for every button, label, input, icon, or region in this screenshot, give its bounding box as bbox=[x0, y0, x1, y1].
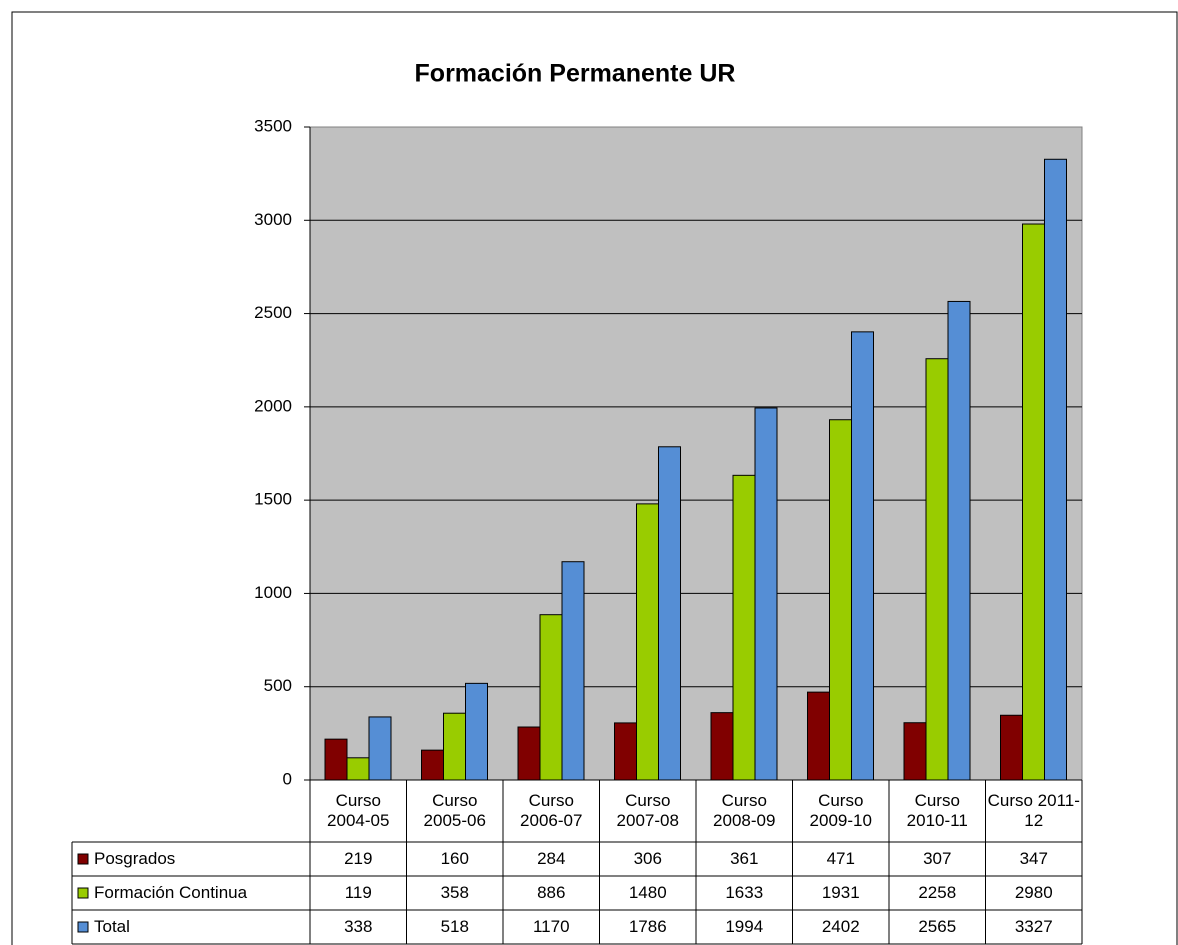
bar bbox=[829, 419, 852, 781]
bar bbox=[443, 712, 466, 781]
x-tick-label: Curso 2004-05 bbox=[327, 791, 390, 830]
x-tick-label: Curso 2009-10 bbox=[809, 791, 872, 830]
y-tick-label: 1000 bbox=[254, 583, 292, 602]
legend-label: Posgrados bbox=[94, 849, 176, 868]
table-value: 119 bbox=[344, 883, 372, 902]
legend-key bbox=[77, 887, 89, 899]
bar bbox=[368, 716, 392, 781]
table-value: 160 bbox=[440, 849, 469, 868]
table-value: 347 bbox=[1019, 849, 1048, 868]
bar bbox=[710, 712, 734, 781]
table-value: 2565 bbox=[918, 917, 957, 936]
table-value: 338 bbox=[344, 917, 373, 936]
bar bbox=[346, 757, 370, 781]
table-value: 307 bbox=[923, 849, 952, 868]
table-value: 2980 bbox=[1014, 883, 1053, 902]
legend-key bbox=[77, 853, 89, 865]
y-tick-label: 2500 bbox=[254, 303, 292, 322]
table-value: 306 bbox=[633, 849, 662, 868]
bar bbox=[807, 691, 830, 781]
bar bbox=[465, 682, 488, 781]
bar bbox=[421, 749, 444, 781]
table-value: 1480 bbox=[628, 883, 667, 902]
x-tick-label: Curso 2007-08 bbox=[616, 791, 679, 830]
table-value: 471 bbox=[826, 849, 855, 868]
table-value: 1786 bbox=[628, 917, 667, 936]
table-value: 2258 bbox=[918, 883, 957, 902]
bar bbox=[1044, 158, 1067, 781]
table-value: 1170 bbox=[532, 917, 570, 936]
x-tick-label: Curso 2011-12 bbox=[987, 791, 1080, 830]
y-tick-label: 0 bbox=[283, 769, 292, 788]
x-tick-label: Curso 2005-06 bbox=[423, 791, 486, 830]
chart-border bbox=[11, 11, 1178, 945]
bar bbox=[517, 726, 541, 781]
y-tick-label: 3500 bbox=[254, 116, 292, 135]
table-value: 358 bbox=[440, 883, 469, 902]
y-tick-label: 1500 bbox=[254, 490, 292, 509]
legend-key bbox=[77, 921, 89, 933]
table-value: 518 bbox=[440, 917, 469, 936]
y-tick-label: 500 bbox=[264, 676, 292, 695]
table-value: 284 bbox=[537, 849, 566, 868]
chart-title: Formación Permanente UR bbox=[415, 60, 736, 88]
bar bbox=[324, 738, 348, 781]
x-tick-label: Curso 2010-11 bbox=[906, 791, 968, 830]
bar bbox=[851, 331, 874, 781]
bar bbox=[1000, 714, 1023, 781]
x-tick-label: Curso 2008-09 bbox=[713, 791, 776, 830]
table-value: 2402 bbox=[821, 917, 860, 936]
bar bbox=[925, 358, 949, 781]
bar bbox=[732, 474, 756, 781]
table-value: 219 bbox=[344, 849, 373, 868]
bar bbox=[539, 614, 563, 781]
table-value: 886 bbox=[537, 883, 566, 902]
table-value: 361 bbox=[730, 849, 759, 868]
bar bbox=[561, 561, 585, 781]
bar bbox=[614, 722, 637, 781]
bar bbox=[903, 722, 927, 781]
table-value: 1633 bbox=[725, 883, 764, 902]
bar bbox=[636, 503, 659, 781]
table-value: 1994 bbox=[725, 917, 764, 936]
legend-label: Formación Continua bbox=[94, 883, 248, 902]
x-tick-label: Curso 2006-07 bbox=[520, 791, 583, 830]
table-value: 3327 bbox=[1014, 917, 1053, 936]
y-tick-label: 2000 bbox=[254, 396, 292, 415]
table-value: 1931 bbox=[821, 883, 860, 902]
legend-label: Total bbox=[94, 917, 130, 936]
y-tick-label: 3000 bbox=[254, 210, 292, 229]
bar bbox=[754, 407, 778, 781]
bar bbox=[1022, 223, 1045, 781]
bar bbox=[947, 300, 971, 781]
bar bbox=[658, 446, 681, 781]
